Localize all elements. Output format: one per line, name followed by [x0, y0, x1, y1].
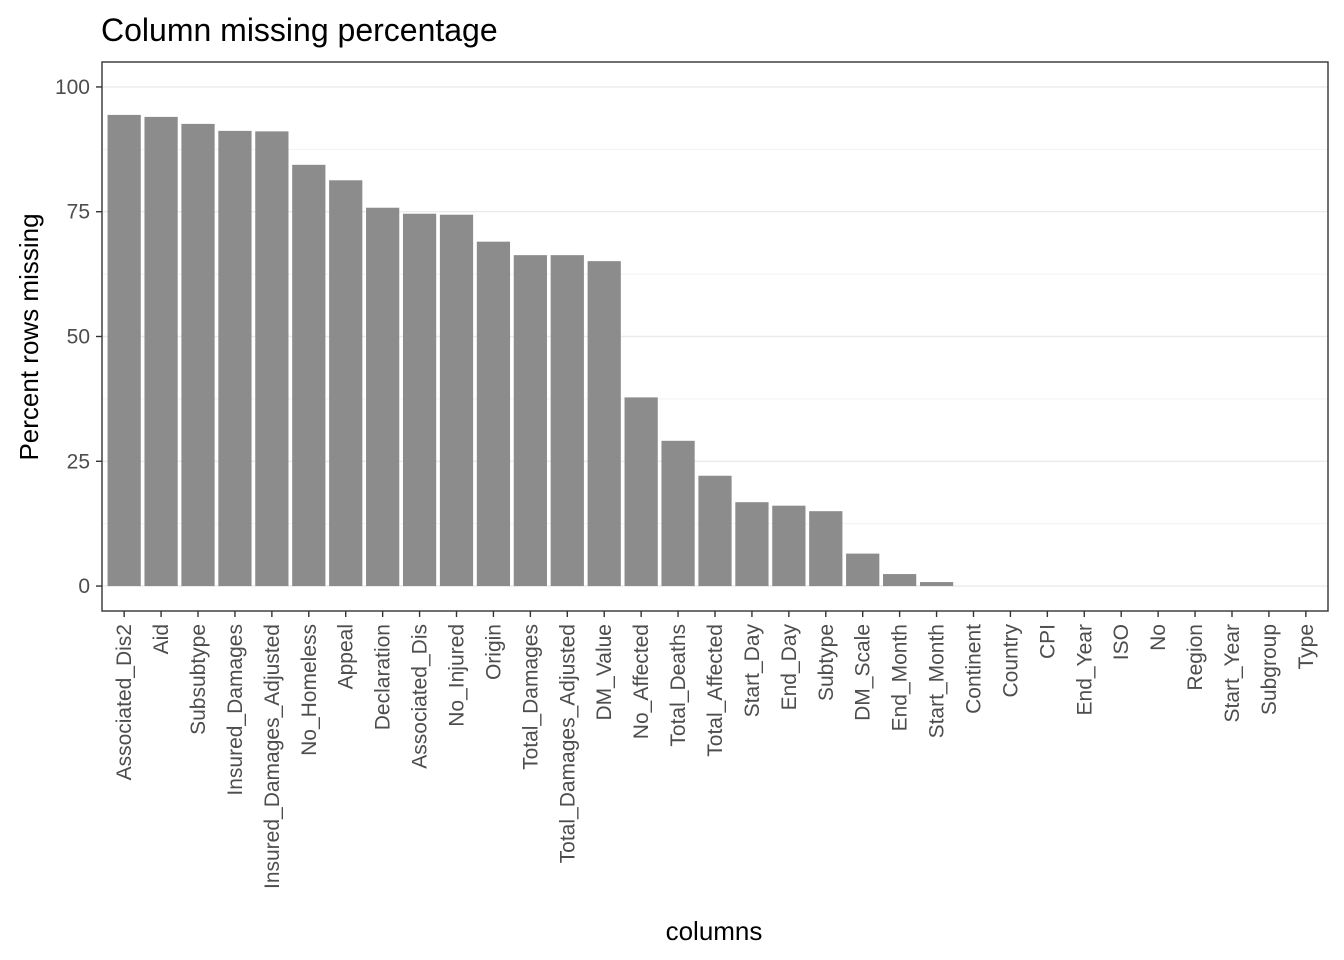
- chart-title: Column missing percentage: [101, 12, 498, 48]
- x-tick-label: End_Month: [889, 624, 912, 731]
- bar-subtype: [809, 511, 843, 587]
- x-tick-label: Region: [1184, 624, 1207, 691]
- x-tick-label: Start_Month: [926, 624, 949, 738]
- x-tick-label: Subsubtype: [187, 624, 210, 735]
- x-tick-label: Start_Year: [1221, 624, 1244, 722]
- bar-no-homeless: [292, 164, 326, 587]
- bar-insured-damages-adjusted: [255, 131, 289, 587]
- bar-insured-damages: [218, 130, 252, 587]
- bar-subsubtype: [181, 123, 215, 587]
- y-axis-title: Percent rows missing: [14, 213, 44, 460]
- x-tick-label: No_Affected: [630, 624, 653, 739]
- bar-dm-value: [587, 261, 621, 587]
- x-tick-label: Subgroup: [1258, 624, 1281, 715]
- x-tick-label: End_Day: [778, 624, 801, 711]
- bar-origin: [476, 241, 511, 587]
- x-tick-label: DM_Value: [593, 624, 616, 721]
- x-tick-label: Start_Day: [741, 624, 764, 718]
- y-tick-label: 50: [67, 326, 90, 349]
- bar-total-damages: [513, 255, 547, 587]
- y-tick-label: 100: [55, 76, 90, 99]
- x-tick-label: DM_Scale: [852, 624, 875, 721]
- x-tick-label: No_Homeless: [298, 624, 321, 756]
- bar-no-affected: [624, 397, 658, 587]
- bar-aid: [144, 116, 178, 587]
- x-tick-label: Aid: [150, 624, 173, 654]
- bar-total-deaths: [661, 440, 695, 587]
- y-tick-label: 75: [67, 201, 90, 224]
- x-tick-label: Continent: [962, 624, 985, 714]
- x-tick-label: Total_Damages: [519, 624, 542, 770]
- x-tick-label: Insured_Damages_Adjusted: [261, 624, 284, 889]
- x-tick-label: No_Injured: [446, 624, 469, 727]
- x-axis-title: columns: [666, 916, 763, 946]
- bar-appeal: [329, 180, 363, 587]
- x-tick-label: ISO: [1110, 624, 1133, 660]
- bar-end-month: [883, 574, 917, 587]
- bar-associated-dis2: [107, 114, 141, 587]
- x-tick-label: Appeal: [335, 624, 358, 689]
- x-axis: Associated_Dis2 Aid Subsubtype Insured_Dama…: [113, 611, 1318, 889]
- bar-dm-scale: [846, 553, 880, 587]
- y-tick-label: 0: [78, 575, 90, 598]
- y-tick-label: 25: [67, 450, 90, 473]
- x-tick-label: Total_Deaths: [667, 624, 690, 747]
- x-tick-label: Country: [999, 624, 1022, 698]
- x-tick-label: Insured_Damages: [224, 624, 247, 796]
- x-tick-label: Total_Damages_Adjusted: [556, 624, 579, 863]
- bar-total-damages-adjusted: [550, 255, 584, 587]
- y-axis: 0 25 50 75 100: [55, 76, 102, 598]
- x-tick-label: Subtype: [815, 624, 838, 701]
- x-tick-label: No: [1147, 624, 1170, 651]
- bar-associated-dis: [402, 213, 437, 587]
- x-tick-label: Type: [1295, 624, 1318, 670]
- x-tick-label: Total_Affected: [704, 624, 727, 757]
- bar-end-day: [772, 505, 806, 587]
- x-tick-label: Declaration: [372, 624, 395, 730]
- bar-no-injured: [439, 214, 474, 587]
- bar-start-day: [735, 502, 769, 587]
- x-tick-label: Associated_Dis2: [113, 624, 136, 780]
- x-tick-label: Associated_Dis: [409, 624, 432, 769]
- bars: [107, 114, 954, 587]
- bar-declaration: [366, 207, 400, 587]
- bar-start-month: [919, 582, 954, 587]
- x-tick-label: CPI: [1036, 624, 1059, 659]
- bar-total-affected: [698, 475, 732, 587]
- x-tick-label: End_Year: [1073, 624, 1096, 715]
- x-tick-label: Origin: [482, 624, 505, 680]
